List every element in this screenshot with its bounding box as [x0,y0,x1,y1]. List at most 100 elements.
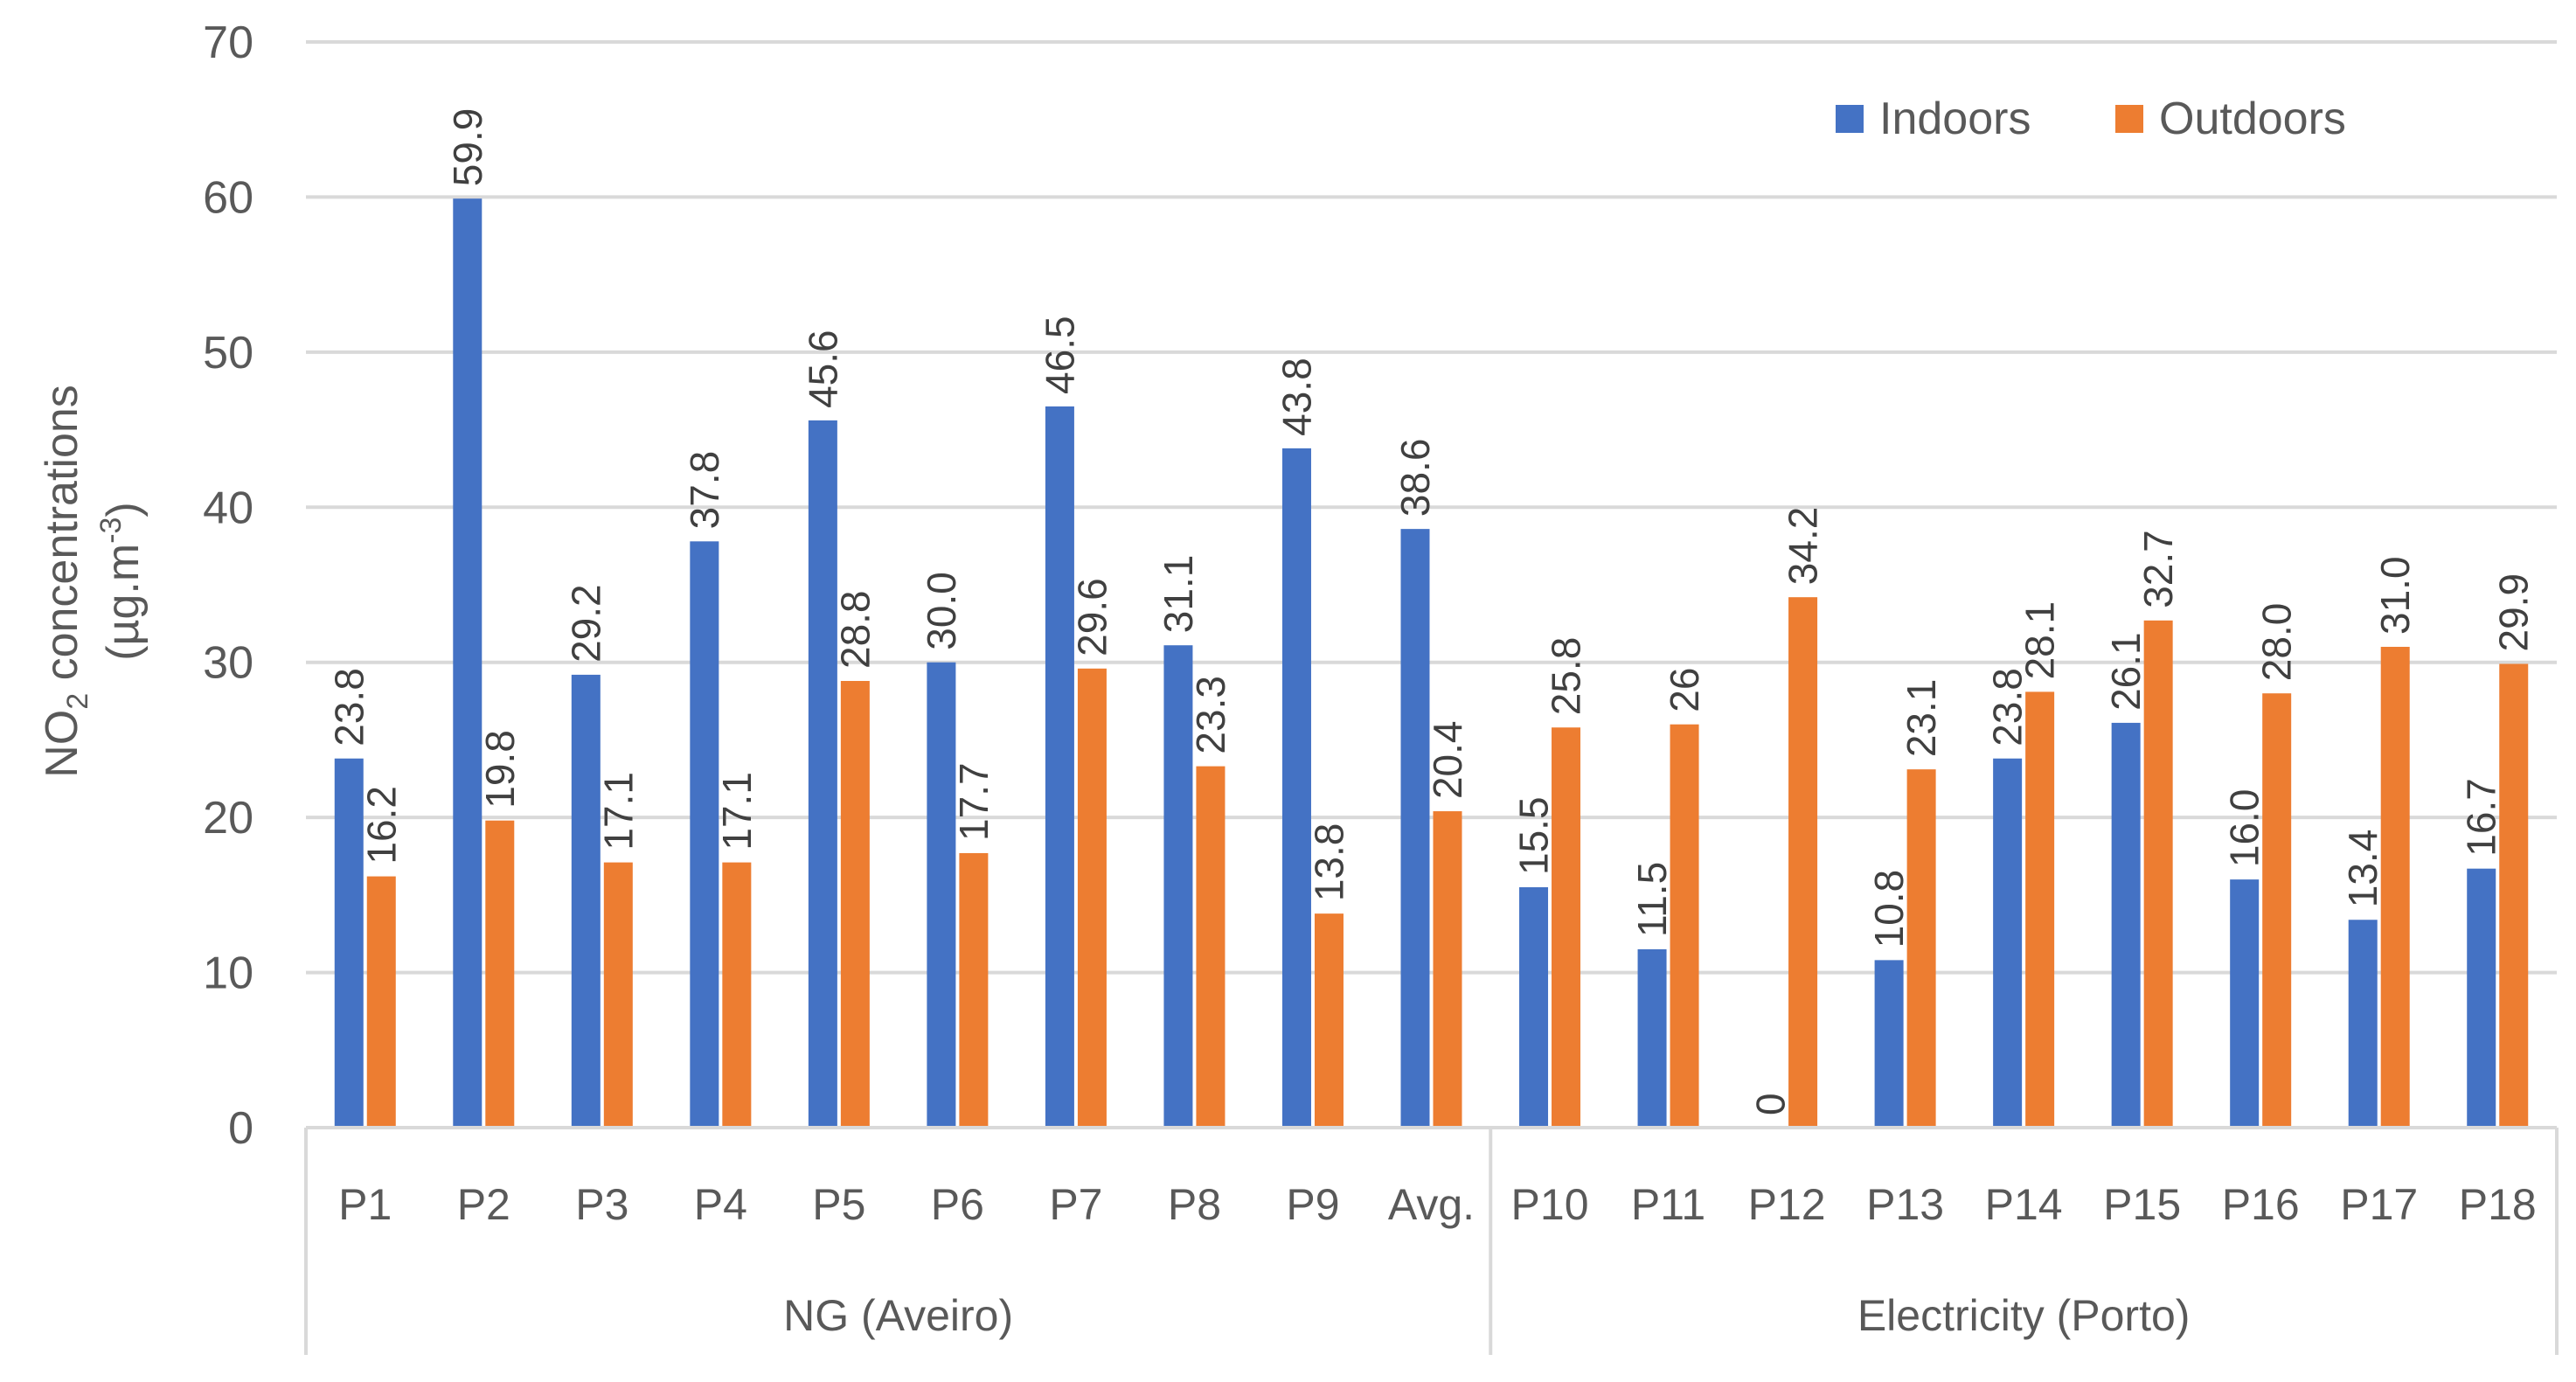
bar-indoors-p15 [2111,722,2141,1128]
data-label-indoors-p5: 45.6 [800,330,845,408]
data-label-outdoors-p6: 17.7 [951,762,996,841]
data-label-indoors-p4: 37.8 [682,451,727,530]
bar-indoors-p17 [2348,920,2378,1128]
category-label: P2 [457,1180,510,1229]
bar-indoors-p11 [1637,948,1667,1128]
y-tick-label: 60 [203,172,253,223]
bar-indoors-p10 [1519,886,1549,1128]
bar-outdoors-p6 [959,852,989,1128]
y-tick-label: 20 [203,793,253,844]
bar-outdoors-p11 [1670,724,1699,1128]
y-tick-label: 30 [203,638,253,689]
bar-indoors-p18 [2467,868,2496,1128]
y-tick-label: 10 [203,948,253,999]
data-labels: 23.8 16.2 59.9 19.8 29.2 17.1 37.8 17.1 45.6 28.8… [326,108,2536,1115]
data-label-indoors-p9: 43.8 [1274,358,1319,436]
bar-indoors-p5 [808,420,837,1128]
data-label-outdoors-p5: 28.8 [832,590,878,669]
bars [334,198,2529,1128]
category-label: P18 [2459,1180,2537,1229]
bar-indoors-p16 [2230,879,2260,1128]
category-label: P7 [1049,1180,1102,1229]
y-axis-ticks: 0 10 20 30 40 50 60 70 [203,17,253,1154]
bar-outdoors-p16 [2262,693,2292,1128]
data-label-indoors-p16: 16.0 [2222,789,2267,868]
data-label-outdoors-p17: 31.0 [2372,556,2418,635]
data-label-outdoors-p18: 29.9 [2491,573,2537,652]
bar-indoors-p8 [1163,645,1193,1128]
bar-indoors-p7 [1045,406,1074,1128]
bar-indoors-p6 [927,662,956,1128]
bar-outdoors-p13 [1906,769,1936,1128]
bar-indoors-p2 [453,198,483,1128]
y-axis-title-line1: NO2 concentrations [37,385,94,778]
data-label-outdoors-p15: 32.7 [2135,530,2181,608]
data-label-indoors-p11: 11.5 [1629,862,1675,937]
bar-outdoors-p5 [840,681,870,1128]
legend-swatch-outdoors [2115,105,2143,133]
bar-indoors-p13 [1874,960,1904,1128]
data-label-outdoors-p2: 19.8 [477,730,523,809]
bar-outdoors-p4 [722,862,752,1128]
data-label-outdoors-p11: 26 [1662,668,1707,712]
category-label: P15 [2103,1180,2181,1229]
bar-indoors-p14 [1993,758,2023,1128]
data-label-indoors-p3: 29.2 [563,584,608,663]
bar-outdoors-p3 [603,862,633,1128]
data-label-outdoors-p3: 17.1 [595,772,641,851]
bar-outdoors-p12 [1788,597,1818,1128]
data-label-indoors-p6: 30.0 [919,572,964,650]
category-label: P5 [812,1180,865,1229]
category-label: P8 [1168,1180,1221,1229]
data-label-indoors-p14: 23.8 [1985,668,2031,747]
x-axis: P1 P2 P3 P4 P5 P6 P7 P8 P9 Avg. P10 P11 P12 P13 P14 P15… [304,1126,2559,1355]
data-label-indoors-p17: 13.4 [2340,830,2385,908]
data-label-outdoors-p14: 28.1 [2017,601,2063,680]
category-label: P9 [1286,1180,1339,1229]
legend-label-outdoors: Outdoors [2159,94,2346,144]
y-tick-label: 40 [203,483,253,533]
data-label-outdoors-p16: 28.0 [2254,603,2300,682]
bar-outdoors-avg [1433,811,1462,1128]
group-label: NG (Aveiro) [783,1291,1013,1340]
bar-indoors-p1 [334,758,364,1128]
data-label-outdoors-p4: 17.1 [714,772,760,851]
data-label-indoors-p1: 23.8 [326,668,371,747]
data-label-indoors-p10: 15.5 [1511,796,1557,875]
category-label: P4 [694,1180,747,1229]
y-axis-title-line2: (µg.m-3) [94,502,149,661]
bar-indoors-p4 [690,541,719,1128]
category-label: P11 [1631,1180,1705,1229]
bar-outdoors-p15 [2143,620,2173,1128]
data-label-indoors-p13: 10.8 [1866,870,1912,948]
bar-outdoors-p2 [485,820,515,1128]
category-label: P1 [338,1180,392,1229]
legend: Indoors Outdoors [1836,94,2346,144]
category-label: P12 [1748,1180,1826,1229]
data-label-outdoors-p1: 16.2 [358,786,404,865]
legend-swatch-indoors [1836,105,1864,133]
data-label-indoors-p12: 0 [1748,1093,1794,1115]
category-label: P10 [1511,1180,1589,1229]
data-label-indoors-p18: 16.7 [2459,778,2504,857]
bar-outdoors-p8 [1196,766,1226,1128]
data-label-indoors-avg: 38.6 [1392,439,1438,517]
category-label: P3 [575,1180,628,1229]
y-tick-label: 70 [203,17,253,68]
y-tick-label: 50 [203,328,253,378]
category-label: P6 [931,1180,984,1229]
bar-outdoors-p1 [366,876,396,1128]
data-label-outdoors-p8: 23.3 [1188,676,1233,754]
bar-outdoors-p9 [1314,913,1344,1128]
bar-indoors-p3 [571,674,601,1128]
category-label: Avg. [1388,1180,1475,1229]
bar-outdoors-p18 [2499,663,2529,1128]
data-label-indoors-p15: 26.1 [2103,632,2149,711]
bar-outdoors-p7 [1077,668,1107,1128]
data-label-indoors-p2: 59.9 [445,108,490,187]
data-label-outdoors-p10: 25.8 [1544,637,1589,716]
bar-outdoors-p17 [2380,646,2410,1128]
category-label: P14 [1985,1180,2063,1229]
bar-indoors-p9 [1281,448,1311,1128]
